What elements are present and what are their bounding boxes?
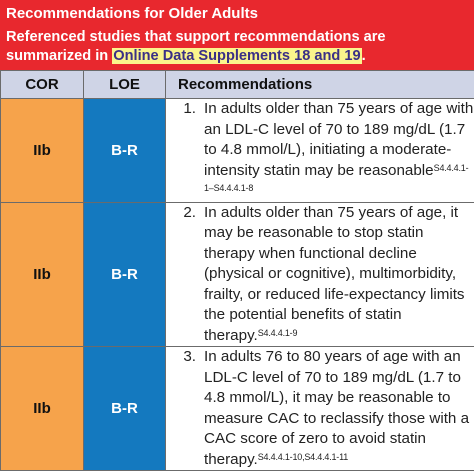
data-supplement-link[interactable]: Online Data Supplements 18 and 19 bbox=[112, 48, 361, 64]
table-row: IIb B-R 1. In adults older than 75 years… bbox=[1, 99, 474, 203]
loe-cell: B-R bbox=[84, 99, 166, 203]
recommendations-table: COR LOE Recommendations IIb B-R 1. In ad… bbox=[0, 70, 474, 471]
recommendation-number: 2. bbox=[166, 203, 204, 347]
recommendation-text: In adults 76 to 80 years of age with an … bbox=[204, 348, 469, 468]
recommendation-text: In adults older than 75 years of age, it… bbox=[204, 204, 465, 344]
recommendation-cell: 1. In adults older than 75 years of age … bbox=[166, 99, 474, 203]
table-row: IIb B-R 3. In adults 76 to 80 years of a… bbox=[1, 347, 474, 471]
recommendation-number: 1. bbox=[166, 99, 204, 202]
cor-cell: IIb bbox=[1, 99, 84, 203]
subtitle-suffix: . bbox=[362, 48, 366, 64]
loe-cell: B-R bbox=[84, 347, 166, 471]
section-banner: Recommendations for Older Adults Referen… bbox=[0, 0, 474, 70]
cor-cell: IIb bbox=[1, 347, 84, 471]
header-recommendations: Recommendations bbox=[166, 71, 474, 99]
recommendation-cell: 3. In adults 76 to 80 years of age with … bbox=[166, 347, 474, 471]
recommendation-number: 3. bbox=[166, 347, 204, 470]
recommendations-page: Recommendations for Older Adults Referen… bbox=[0, 0, 474, 401]
section-subtitle: Referenced studies that support recommen… bbox=[6, 28, 472, 66]
reference-superscript: S4.4.4.1-10,S4.4.4.1-11 bbox=[258, 452, 348, 462]
table-row: IIb B-R 2. In adults older than 75 years… bbox=[1, 202, 474, 347]
cor-cell: IIb bbox=[1, 202, 84, 347]
table-header-row: COR LOE Recommendations bbox=[1, 71, 474, 99]
header-cor: COR bbox=[1, 71, 84, 99]
recommendation-cell: 2. In adults older than 75 years of age,… bbox=[166, 202, 474, 347]
header-loe: LOE bbox=[84, 71, 166, 99]
section-title: Recommendations for Older Adults bbox=[6, 5, 258, 22]
loe-cell: B-R bbox=[84, 202, 166, 347]
reference-superscript: S4.4.4.1-9 bbox=[258, 328, 298, 338]
